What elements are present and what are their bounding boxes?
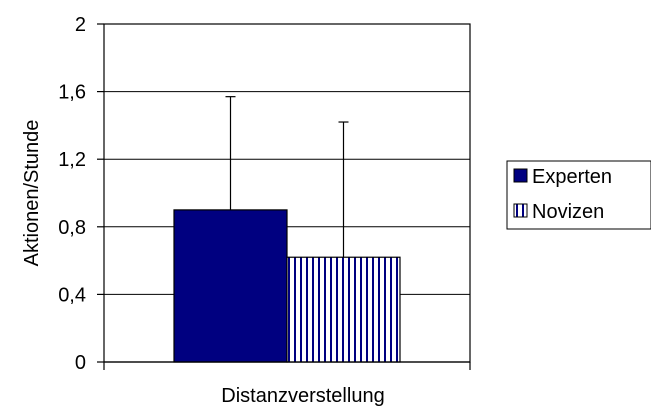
- y-tick-label: 1,2: [58, 149, 86, 171]
- y-axis-ticks: 0 0,4 0,8 1,2 1,6 2: [58, 14, 104, 374]
- error-bars: [225, 96, 349, 258]
- legend: [506, 160, 651, 230]
- legend-label-novizen: Novizen: [532, 201, 604, 223]
- legend-label-experten: Experten: [532, 166, 612, 188]
- x-category-label: Distanzverstellung: [221, 385, 384, 407]
- legend-swatch-experten: [513, 168, 528, 183]
- y-axis-title: Aktionen/Stunde: [21, 120, 43, 267]
- y-tick-label: 1,6: [58, 82, 86, 104]
- legend-swatch-novizen: [513, 203, 528, 218]
- y-tick-label: 2: [75, 14, 86, 36]
- y-tick-label: 0,8: [58, 217, 86, 239]
- y-tick-label: 0,4: [58, 284, 86, 306]
- bar-novizen: [286, 256, 401, 363]
- bar-experten: [173, 209, 288, 363]
- y-tick-label: 0: [75, 352, 86, 374]
